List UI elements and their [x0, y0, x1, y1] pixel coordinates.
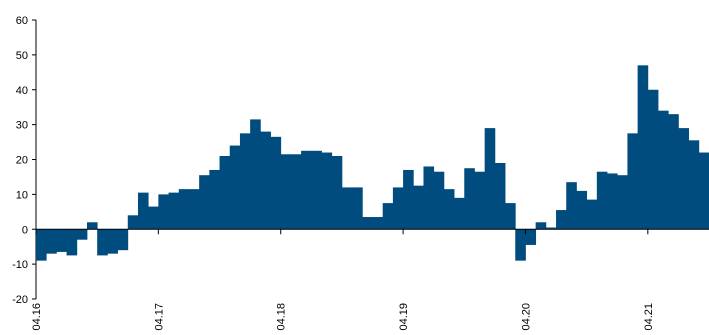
bar: [66, 229, 78, 256]
bar: [97, 229, 108, 256]
bar: [362, 217, 373, 230]
bar: [239, 133, 251, 230]
y-tick-label: 30: [16, 120, 28, 132]
bar: [117, 229, 129, 251]
bar: [423, 166, 435, 230]
bar: [86, 222, 98, 230]
bars: [36, 65, 709, 261]
bar: [413, 185, 424, 230]
bar: [576, 190, 588, 230]
bar: [484, 128, 496, 230]
x-tick-label: 04.20: [520, 303, 532, 331]
bar: [698, 152, 709, 230]
bar: [627, 133, 639, 230]
bar: [137, 192, 149, 230]
bar: [678, 128, 690, 230]
bar: [158, 194, 169, 230]
bar: [280, 154, 292, 230]
y-tick-label: 50: [16, 50, 28, 62]
bar: [647, 89, 659, 230]
bar: [209, 169, 220, 230]
bar: [290, 154, 302, 230]
bar: [178, 189, 190, 230]
bar: [556, 210, 567, 230]
x-axis: 04.16 04.17 04.18 04.19 04.20 04.21: [31, 228, 709, 331]
bar: [617, 175, 628, 230]
y-tick-label: -20: [12, 294, 28, 306]
bar: [474, 171, 486, 230]
y-tick-label: 40: [16, 85, 28, 97]
x-tick-label: 04.21: [643, 303, 655, 331]
bar: [372, 217, 384, 230]
bar: [260, 131, 271, 230]
bar: [148, 206, 159, 230]
x-tick-label: 04.16: [31, 303, 43, 331]
bar: [46, 229, 57, 254]
bar: [107, 229, 118, 254]
bar: [168, 192, 180, 230]
bar: [76, 229, 88, 240]
bar: [341, 187, 353, 230]
bar: [515, 229, 526, 261]
bar: [464, 168, 475, 230]
bar: [229, 145, 241, 230]
x-tick-label: 04.19: [398, 303, 410, 331]
bar: [199, 175, 210, 230]
bar: [56, 229, 67, 252]
bar: [270, 136, 282, 230]
y-tick-label: 10: [16, 189, 28, 201]
bar: [219, 156, 231, 230]
bar: [403, 169, 414, 230]
bar: [331, 156, 343, 230]
y-tick-label: 0: [22, 224, 28, 236]
x-tick-label: 04.17: [153, 303, 165, 331]
y-tick-label: 20: [16, 155, 28, 167]
bar: [352, 187, 363, 230]
bar: [658, 110, 669, 230]
bar: [596, 171, 608, 230]
bar: [688, 140, 700, 230]
y-tick-label: -10: [12, 259, 28, 271]
bar: [443, 189, 455, 230]
bar: [505, 203, 516, 230]
bar: [607, 173, 618, 230]
bar: [127, 215, 139, 230]
bar: [545, 227, 557, 230]
y-axis: -20 -10 0 10 20 30 40 50 60: [12, 15, 37, 306]
x-tick-label: 04.18: [276, 303, 288, 331]
bar: [392, 187, 404, 230]
bar: [535, 222, 547, 230]
y-tick-label: 60: [16, 15, 28, 27]
bar: [494, 162, 506, 230]
bar: [36, 229, 47, 261]
bar: [586, 199, 598, 230]
bar: [382, 203, 394, 230]
bar: [454, 197, 465, 230]
bar: [311, 150, 322, 230]
bar: [250, 119, 261, 230]
bar: [668, 114, 679, 230]
bar: [301, 150, 312, 230]
bar: [525, 229, 537, 245]
bar: [321, 152, 333, 230]
bar: [188, 189, 200, 230]
bar: [637, 65, 649, 230]
bar: [433, 171, 445, 230]
bar: [566, 182, 577, 230]
